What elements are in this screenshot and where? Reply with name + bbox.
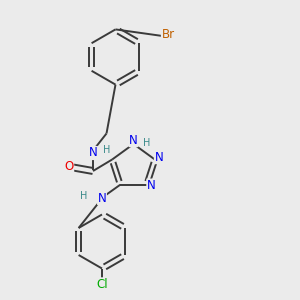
Text: N: N	[88, 146, 98, 160]
Text: N: N	[154, 151, 163, 164]
Text: O: O	[64, 160, 74, 173]
Text: N: N	[98, 191, 106, 205]
Text: Cl: Cl	[96, 278, 108, 291]
Text: N: N	[147, 179, 156, 192]
Text: Br: Br	[161, 28, 175, 41]
Text: H: H	[143, 137, 151, 148]
Text: H: H	[80, 190, 88, 201]
Text: N: N	[129, 134, 138, 147]
Text: H: H	[103, 145, 110, 155]
